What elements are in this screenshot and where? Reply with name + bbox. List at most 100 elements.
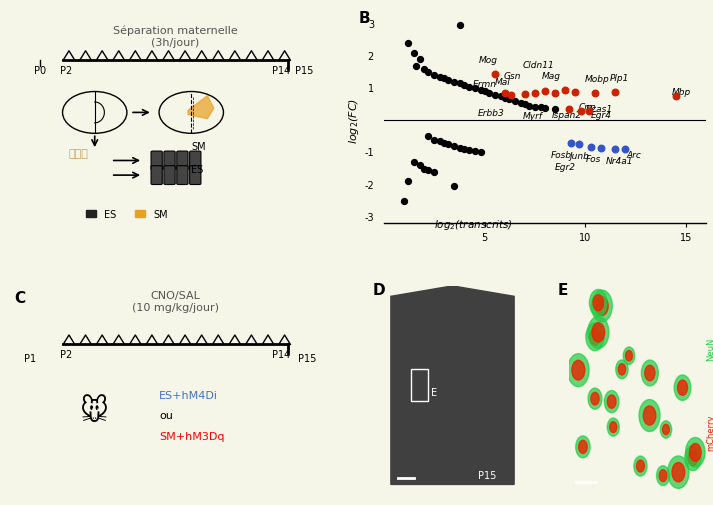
Point [565,140,577,148]
Circle shape [595,297,608,316]
Text: P1: P1 [24,354,36,364]
Text: Mal: Mal [495,78,511,87]
FancyBboxPatch shape [190,152,201,171]
FancyBboxPatch shape [190,166,201,185]
Point [539,105,550,113]
Polygon shape [391,286,514,484]
Point [402,40,414,48]
Point [458,146,470,154]
Circle shape [659,470,667,482]
Point [435,74,446,82]
Text: Nr4a1: Nr4a1 [605,157,633,166]
Point [620,146,631,154]
Point [448,183,460,191]
Point [443,141,454,149]
Circle shape [586,323,604,351]
Point [463,146,474,155]
Point [409,159,420,167]
Circle shape [674,375,691,400]
Circle shape [607,395,616,409]
FancyBboxPatch shape [177,166,188,185]
Point [489,71,501,79]
Point [495,93,506,101]
Circle shape [637,460,645,472]
Circle shape [568,354,589,387]
Point [549,106,560,114]
Text: -1: -1 [364,148,374,158]
Circle shape [645,366,655,381]
Circle shape [642,361,658,386]
Text: Ermn: Ermn [473,80,497,89]
Point [505,91,516,99]
Point [509,98,520,106]
Polygon shape [188,96,214,120]
Text: mCherry: mCherry [706,414,713,450]
Point [535,104,547,112]
Circle shape [634,456,647,476]
Circle shape [684,446,701,471]
Text: Gsn: Gsn [504,72,521,81]
Text: P2: P2 [60,66,72,76]
Point [529,90,540,98]
Circle shape [592,323,605,342]
Point [438,139,450,147]
Circle shape [668,456,689,488]
Legend: ES, SM: ES, SM [83,206,171,223]
Circle shape [610,422,617,433]
Point [458,82,470,90]
Point [560,86,571,94]
Point [583,108,595,116]
Circle shape [590,290,607,317]
Text: P14: P14 [272,66,290,76]
Circle shape [588,388,602,410]
Point [399,197,410,206]
FancyBboxPatch shape [151,152,163,171]
Point [503,96,515,104]
Point [419,66,430,74]
Bar [411,370,428,401]
Circle shape [591,392,599,405]
Point [590,90,601,98]
Circle shape [588,317,609,349]
Point [455,22,466,30]
Text: log$_2$(FC): log$_2$(FC) [347,98,361,144]
Point [519,101,530,109]
Circle shape [579,440,588,453]
Point [469,85,481,93]
Text: -3: -3 [364,212,374,222]
Point [585,143,597,152]
Point [570,89,581,97]
Circle shape [616,360,628,379]
Circle shape [639,400,660,432]
Text: Fos: Fos [585,155,601,164]
Point [423,69,434,77]
Text: ES: ES [191,165,203,175]
Point [438,75,450,83]
Point [519,91,530,99]
Point [475,149,486,157]
Text: ⬭⬭⬭: ⬭⬭⬭ [68,149,88,159]
Text: C: C [14,290,26,306]
Text: Mag: Mag [541,72,560,81]
Circle shape [660,421,672,438]
Point [575,108,587,116]
Text: Mobp: Mobp [585,75,610,84]
Circle shape [590,329,600,345]
Circle shape [618,364,625,375]
Circle shape [593,295,603,311]
Point [515,99,526,108]
Circle shape [689,443,701,462]
Text: 🐭: 🐭 [81,397,109,425]
Text: Séparation maternelle
(3h/jour): Séparation maternelle (3h/jour) [113,26,237,47]
Circle shape [662,424,670,435]
Point [448,143,460,151]
Text: log$_2$(transcrits): log$_2$(transcrits) [434,217,513,231]
Text: Egr2: Egr2 [555,163,575,172]
Point [475,86,486,94]
Point [539,88,550,96]
Point [414,162,426,170]
Circle shape [657,466,670,486]
Point [610,145,621,154]
Circle shape [605,391,619,413]
Text: E: E [558,282,568,297]
